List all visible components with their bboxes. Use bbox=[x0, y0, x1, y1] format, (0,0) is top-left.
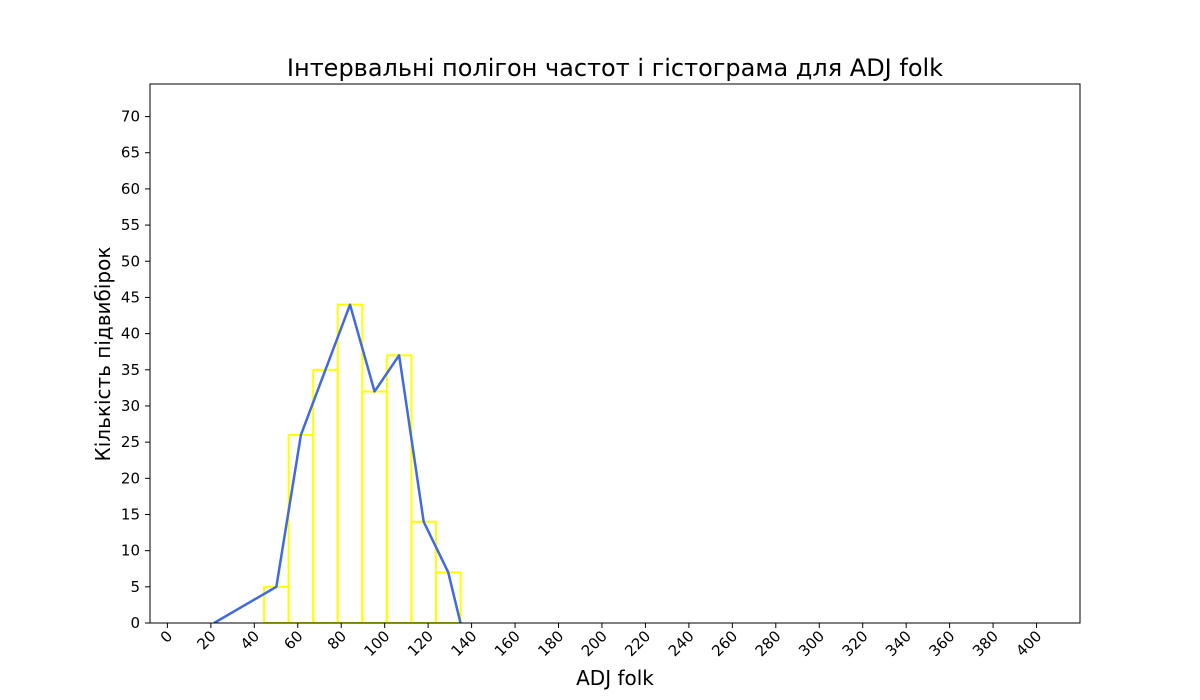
frequency-polygon-line bbox=[213, 303, 462, 623]
x-tick-label: 320 bbox=[839, 627, 872, 660]
y-tick-label: 0 bbox=[130, 614, 140, 632]
histogram-bar bbox=[434, 571, 462, 623]
histogram-bar bbox=[336, 303, 364, 623]
histogram-bar bbox=[287, 433, 315, 623]
y-tick-label: 45 bbox=[121, 288, 140, 306]
x-tick-label: 360 bbox=[925, 627, 958, 660]
y-tick-label: 60 bbox=[121, 180, 140, 198]
y-axis-label: Кількість підвибірок bbox=[91, 247, 115, 462]
y-tick-label: 35 bbox=[121, 361, 140, 379]
y-tick-label: 50 bbox=[121, 252, 140, 270]
x-tick-label: 140 bbox=[447, 627, 480, 660]
y-tick-label: 40 bbox=[121, 325, 140, 343]
histogram-bar bbox=[361, 390, 388, 623]
x-tick-label: 300 bbox=[795, 627, 828, 660]
y-tick-label: 55 bbox=[121, 216, 140, 234]
x-tick-label: 120 bbox=[404, 627, 437, 660]
y-tick-label: 70 bbox=[121, 108, 140, 126]
y-tick-label: 30 bbox=[121, 397, 140, 415]
y-tick-label: 25 bbox=[121, 433, 140, 451]
x-tick-label: 240 bbox=[665, 627, 698, 660]
y-tick-label: 5 bbox=[130, 578, 140, 596]
x-tick-label: 80 bbox=[324, 627, 350, 653]
chart-title: Інтервальні полігон частот і гістограма … bbox=[287, 54, 943, 82]
y-tick-label: 10 bbox=[121, 542, 140, 560]
y-tick-label: 65 bbox=[121, 144, 140, 162]
x-tick-label: 280 bbox=[752, 627, 785, 660]
x-tick-label: 340 bbox=[882, 627, 915, 660]
plot-frame bbox=[149, 83, 1081, 624]
x-tick-label: 180 bbox=[534, 627, 567, 660]
y-tick-label: 15 bbox=[121, 505, 140, 523]
histogram-bar bbox=[385, 354, 413, 623]
x-axis-label: ADJ folk bbox=[576, 666, 654, 690]
x-tick-label: 60 bbox=[280, 627, 306, 653]
x-tick-label: 20 bbox=[193, 627, 219, 653]
histogram-bar bbox=[312, 368, 339, 623]
x-tick-label: 400 bbox=[1012, 627, 1045, 660]
x-tick-label: 220 bbox=[621, 627, 654, 660]
x-tick-label: 100 bbox=[361, 627, 394, 660]
x-axis: 0 20 40 60 80 100 120 140 160 180 200 220 240 260 280 3… bbox=[157, 623, 1045, 660]
x-tick-label: 0 bbox=[157, 627, 176, 646]
x-tick-label: 260 bbox=[708, 627, 741, 660]
x-tick-label: 200 bbox=[578, 627, 611, 660]
x-tick-label: 40 bbox=[237, 627, 263, 653]
x-tick-label: 380 bbox=[969, 627, 1002, 660]
x-tick-label: 160 bbox=[491, 627, 524, 660]
plot-area bbox=[213, 303, 462, 623]
y-tick-label: 20 bbox=[121, 469, 140, 487]
y-axis: 0 5 10 15 20 25 30 35 40 45 50 55 60 65 70 bbox=[121, 108, 150, 632]
